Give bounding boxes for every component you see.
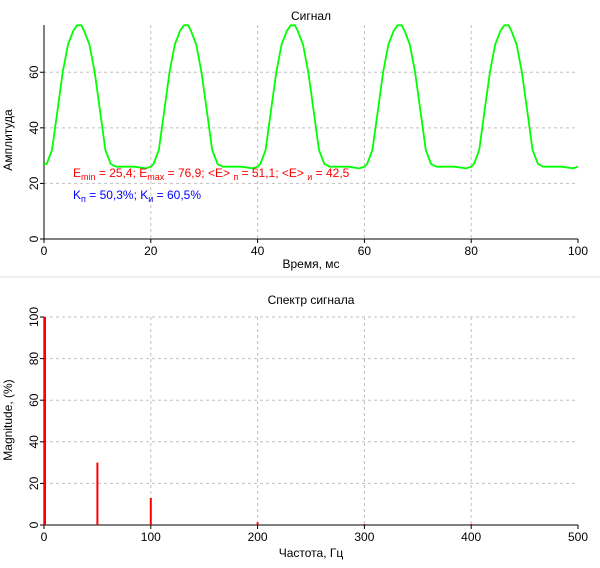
e-max-label: E [139, 166, 147, 180]
e-min-sub: min [81, 172, 96, 182]
y-tick-label: 40 [27, 435, 41, 449]
spectrum-y-ticks: 0 20 40 60 80 100 [27, 307, 44, 528]
x-tick-label: 80 [465, 244, 479, 258]
e-mean-i-label: <E> [282, 166, 307, 180]
e-mean-i-value: = 42,5 [312, 166, 349, 180]
coefficient-stats-annotation: Kп = 50,3%; Kи = 60,5% [73, 188, 201, 204]
y-tick-label: 20 [27, 176, 41, 190]
k-i-sub: и [148, 194, 153, 204]
y-tick-label: 80 [27, 352, 41, 366]
y-tick-label: 0 [27, 235, 41, 242]
signal-x-ticks: 0 20 40 60 80 100 [41, 239, 588, 258]
signal-series-line [44, 24, 579, 170]
k-p-label: K [73, 188, 81, 202]
x-tick-label: 0 [41, 530, 48, 544]
spectrum-axes [43, 317, 578, 526]
panel-separator [0, 276, 600, 278]
signal-axes [43, 25, 578, 240]
y-tick-label: 60 [27, 393, 41, 407]
signal-x-axis-label: Время, мс [282, 257, 339, 271]
e-mean-p-sub: п [233, 172, 238, 182]
e-max-sub: max [147, 172, 165, 182]
spectrum-chart: Спектр сигнала 0 100 200 300 400 500 0 20 40 60 8… [1, 293, 588, 560]
spectrum-chart-title: Спектр сигнала [268, 293, 355, 307]
signal-chart: Сигнал 0 20 40 60 80 100 0 20 40 60 Время, мс Ам… [1, 9, 588, 271]
spectrum-y-axis-label: Magnitude, (%) [1, 379, 15, 460]
y-tick-label: 60 [27, 65, 41, 79]
signal-grid [44, 25, 578, 239]
k-i-label: K [140, 188, 148, 202]
k-p-value: = 50,3%; [86, 188, 140, 202]
e-min-label: E [73, 166, 81, 180]
e-mean-i-sub: и [307, 172, 312, 182]
x-tick-label: 60 [358, 244, 372, 258]
x-tick-label: 100 [568, 244, 588, 258]
x-tick-label: 20 [144, 244, 158, 258]
k-p-sub: п [81, 194, 86, 204]
x-tick-label: 100 [141, 530, 161, 544]
spectrum-x-ticks: 0 100 200 300 400 500 [41, 525, 588, 544]
e-max-value: = 76,9; [164, 166, 208, 180]
spectrum-grid [44, 316, 578, 525]
signal-chart-title: Сигнал [291, 9, 331, 23]
y-tick-label: 40 [27, 121, 41, 135]
y-tick-label: 100 [27, 307, 41, 327]
spectrum-x-axis-label: Частота, Гц [279, 546, 344, 560]
x-tick-label: 200 [248, 530, 268, 544]
signal-y-axis-label: Амплитуда [1, 109, 15, 171]
k-i-value: = 60,5% [153, 188, 201, 202]
x-tick-label: 500 [568, 530, 588, 544]
x-tick-label: 300 [354, 530, 374, 544]
y-tick-label: 0 [27, 521, 41, 528]
y-tick-label: 20 [27, 476, 41, 490]
x-tick-label: 400 [461, 530, 481, 544]
energy-stats-annotation: Emin = 25,4; Emax = 76,9; <E> п = 51,1; … [73, 166, 350, 182]
e-mean-p-label: <E> [208, 166, 233, 180]
x-tick-label: 0 [41, 244, 48, 258]
x-tick-label: 40 [251, 244, 265, 258]
spectrum-bars [44, 317, 473, 525]
signal-y-ticks: 0 20 40 60 [27, 65, 44, 242]
e-min-value: = 25,4; [96, 166, 140, 180]
e-mean-p-value: = 51,1; [238, 166, 282, 180]
